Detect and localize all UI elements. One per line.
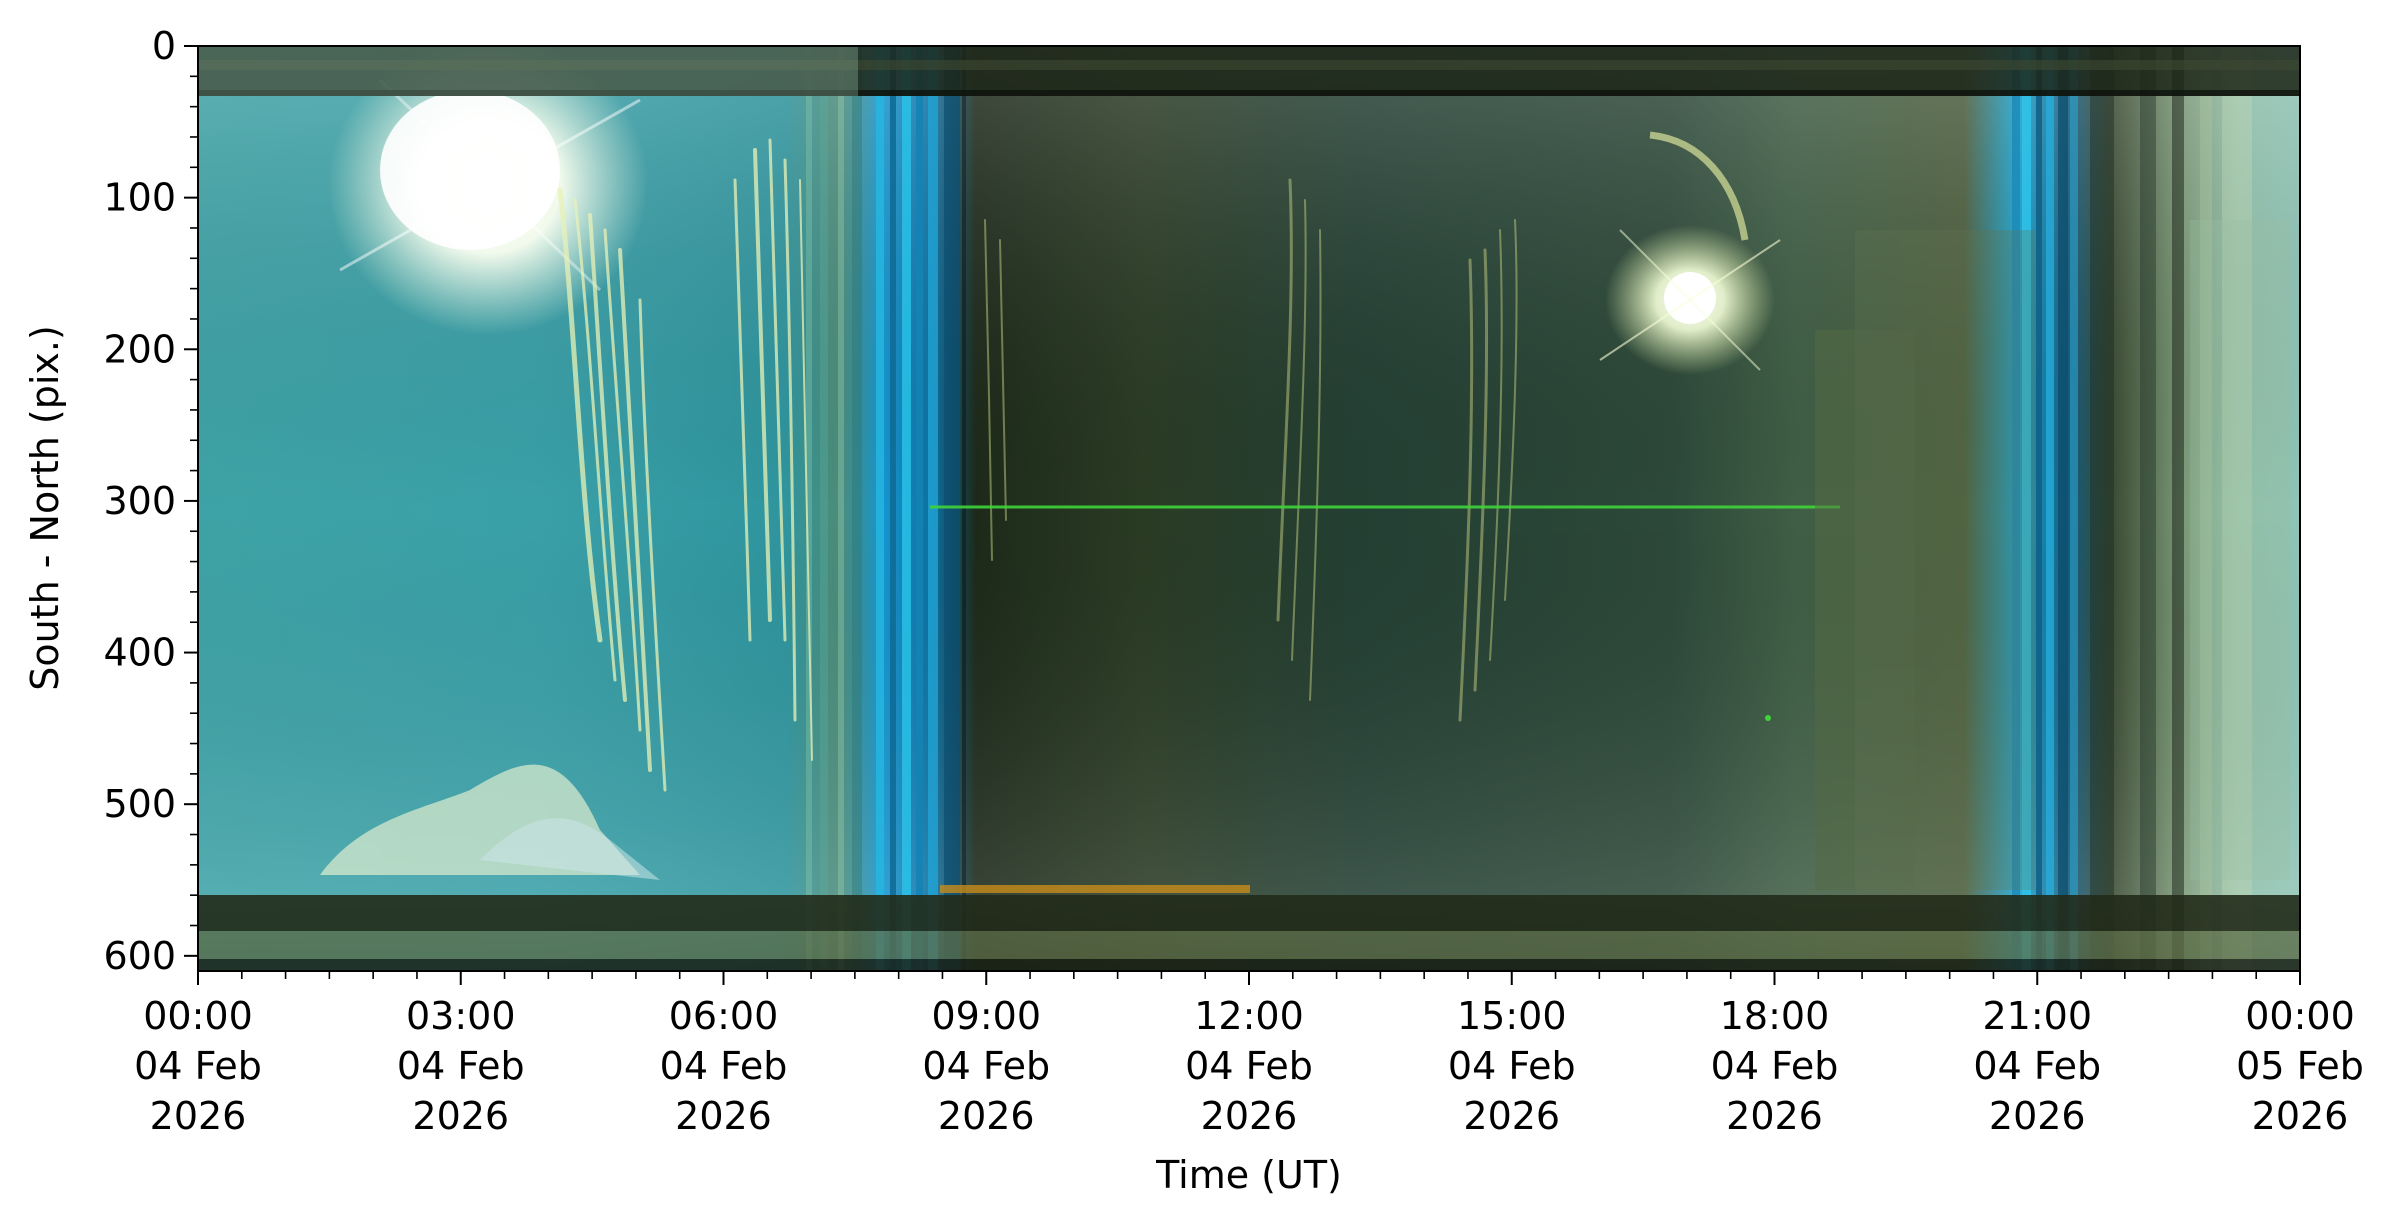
- x-tick-label: 2026: [1989, 1094, 2086, 1138]
- y-axis-label: South - North (pix.): [23, 325, 67, 691]
- x-tick-label: 18:00: [1720, 994, 1830, 1038]
- y-tick-label: 0: [152, 24, 176, 68]
- green-dot: [1765, 715, 1771, 721]
- x-tick-label: 2026: [675, 1094, 772, 1138]
- twilight-stripes-morning: [2012, 46, 2184, 971]
- x-tick-label: 2026: [150, 1094, 247, 1138]
- y-tick-label: 300: [103, 479, 176, 523]
- x-tick-label: 00:00: [143, 994, 253, 1038]
- y-axis: 0 100 200 300 400 500 600: [103, 24, 198, 978]
- x-tick-label: 04 Feb: [397, 1044, 525, 1088]
- right-side-blocks: [1815, 220, 2290, 890]
- x-tick-label: 2026: [2252, 1094, 2349, 1138]
- daytime-banding: [806, 46, 2252, 971]
- x-tick-label: 2026: [1201, 1094, 1298, 1138]
- bottom-band: [198, 895, 2300, 971]
- x-tick-label: 2026: [1726, 1094, 1823, 1138]
- x-tick-label: 03:00: [406, 994, 516, 1038]
- x-tick-label: 21:00: [1982, 994, 2092, 1038]
- x-tick-label: 09:00: [931, 994, 1041, 1038]
- x-tick-label: 04 Feb: [922, 1044, 1050, 1088]
- y-tick-label: 200: [103, 327, 176, 371]
- y-tick-label: 400: [103, 631, 176, 675]
- daylight-cloud-streaks: [557, 138, 813, 792]
- horizon-glow: [320, 764, 660, 880]
- x-tick-label: 2026: [938, 1094, 1035, 1138]
- moon-glare: [1599, 131, 1781, 375]
- x-tick-label: 12:00: [1194, 994, 1304, 1038]
- x-tick-label: 04 Feb: [1448, 1044, 1576, 1088]
- y-tick-label: 100: [103, 176, 176, 220]
- top-band: [198, 46, 2300, 96]
- x-tick-label: 2026: [1463, 1094, 1560, 1138]
- x-tick-label: 05 Feb: [2236, 1044, 2364, 1088]
- x-tick-label: 04 Feb: [1711, 1044, 1839, 1088]
- orange-horizon-lights: [940, 885, 1250, 893]
- x-axis-label: Time (UT): [1155, 1153, 1342, 1197]
- x-tick-label: 00:00: [2245, 994, 2355, 1038]
- keogram-image: [198, 46, 2300, 971]
- y-tick-label: 600: [103, 934, 176, 978]
- x-tick-label: 04 Feb: [134, 1044, 262, 1088]
- night-cloud-streaks: [984, 178, 1518, 722]
- x-tick-label: 15:00: [1457, 994, 1567, 1038]
- x-axis: 00:00 04 Feb 2026 03:00 04 Feb 2026 06:00 04 Fe…: [134, 971, 2364, 1138]
- x-tick-label: 04 Feb: [1973, 1044, 2101, 1088]
- x-tick-label: 04 Feb: [1185, 1044, 1313, 1088]
- x-tick-label: 04 Feb: [660, 1044, 788, 1088]
- x-tick-label: 2026: [412, 1094, 509, 1138]
- y-tick-label: 500: [103, 782, 176, 826]
- x-tick-label: 06:00: [669, 994, 779, 1038]
